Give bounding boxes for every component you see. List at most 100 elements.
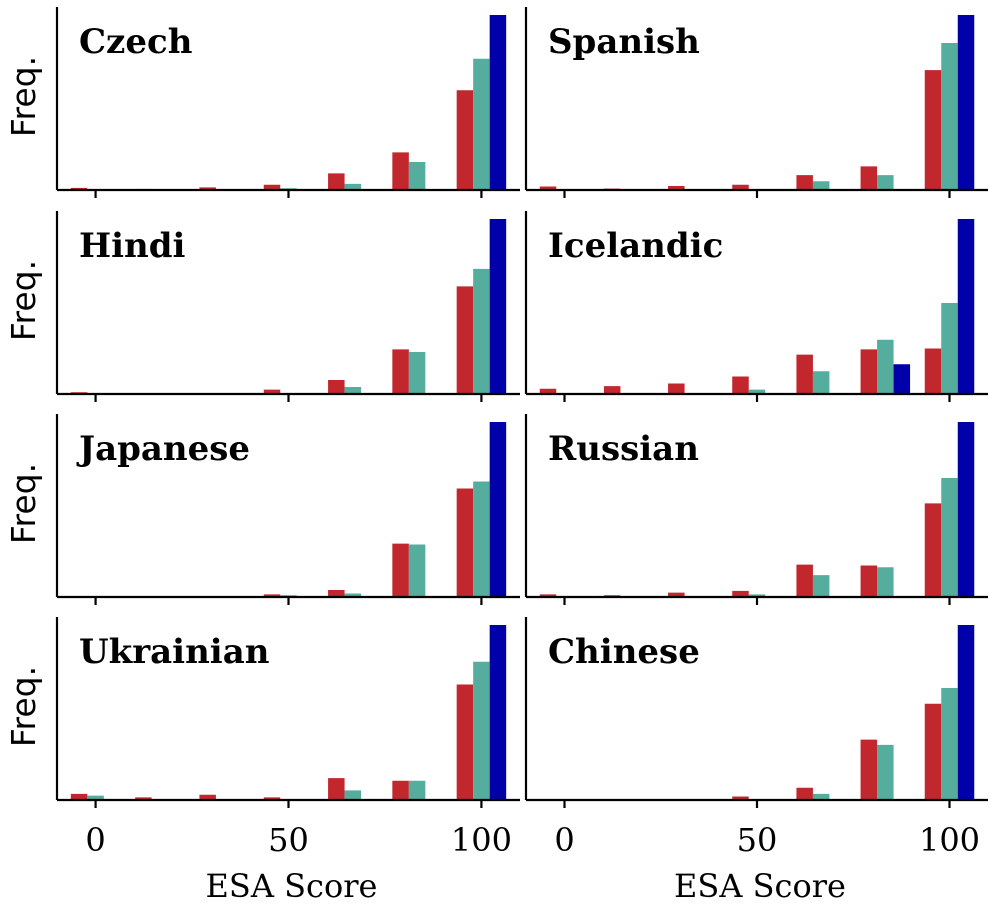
bar-series-2-bin-5 bbox=[812, 181, 830, 190]
panel-title: Japanese bbox=[76, 429, 250, 469]
bar-series-2-bin-5 bbox=[344, 183, 362, 191]
panel-japanese: Japanese Freq. bbox=[4, 414, 520, 605]
bar-series-1-bin-7 bbox=[456, 90, 474, 190]
bar-series-1-bin-7 bbox=[924, 348, 942, 394]
bar-series-1-bin-1 bbox=[539, 186, 557, 190]
bar-series-3-bin-7 bbox=[957, 219, 975, 394]
bar-series-3-bin-7 bbox=[489, 422, 507, 597]
bar-series-1-bin-7 bbox=[924, 70, 942, 190]
y-axis-label: Freq. bbox=[4, 463, 43, 544]
panel-czech: Czech Freq. bbox=[4, 7, 520, 198]
panel-chinese: Chinese bbox=[524, 617, 988, 808]
bar-series-2-bin-7 bbox=[473, 481, 490, 597]
bar-series-2-bin-4 bbox=[748, 389, 766, 395]
bar-series-1-bin-6 bbox=[860, 349, 878, 395]
bar-series-1-bin-4 bbox=[263, 389, 281, 395]
bar-series-1-bin-6 bbox=[860, 739, 878, 800]
x-axis-label: ESA Score bbox=[674, 867, 846, 905]
bar-series-1-bin-5 bbox=[796, 175, 813, 191]
x-tick-label: 0 bbox=[554, 821, 574, 859]
bar-series-3-bin-7 bbox=[957, 422, 975, 597]
x-tick-label: 50 bbox=[268, 821, 309, 859]
bar-series-1-bin-3 bbox=[668, 592, 685, 598]
bar-series-1-bin-4 bbox=[263, 594, 281, 598]
bar-series-1-bin-3 bbox=[668, 185, 685, 190]
bar-series-3-bin-7 bbox=[489, 625, 507, 800]
bar-series-2-bin-7 bbox=[473, 661, 490, 800]
bar-series-2-bin-5 bbox=[812, 793, 830, 801]
bar-series-1-bin-6 bbox=[860, 565, 878, 597]
panel-title: Hindi bbox=[79, 226, 186, 266]
bar-series-2-bin-7 bbox=[941, 688, 958, 800]
x-tick-label: 0 bbox=[85, 821, 105, 859]
bar-series-2-bin-5 bbox=[812, 575, 830, 598]
bar-series-1-bin-4 bbox=[263, 797, 281, 801]
bar-series-1-bin-7 bbox=[924, 503, 942, 598]
y-axis-label: Freq. bbox=[4, 666, 43, 747]
bar-series-3-bin-7 bbox=[489, 219, 507, 394]
bar-series-3-bin-7 bbox=[957, 625, 975, 800]
bar-series-1-bin-5 bbox=[328, 778, 345, 801]
bar-series-2-bin-7 bbox=[941, 303, 958, 394]
bar-series-1-bin-3 bbox=[199, 794, 216, 800]
bar-series-2-bin-5 bbox=[344, 387, 362, 394]
bar-series-1-bin-2 bbox=[135, 797, 152, 801]
bar-series-1-bin-2 bbox=[603, 386, 621, 395]
panel-title: Spanish bbox=[548, 22, 700, 62]
bar-series-1-bin-5 bbox=[796, 354, 813, 395]
bar-series-2-bin-6 bbox=[408, 352, 426, 394]
x-tick-label: 100 bbox=[451, 821, 512, 859]
bar-series-2-bin-6 bbox=[877, 744, 894, 801]
panel-icelandic: Icelandic bbox=[524, 211, 988, 402]
y-axis-label: Freq. bbox=[4, 260, 43, 341]
panel-title: Icelandic bbox=[548, 226, 723, 266]
bar-series-1-bin-4 bbox=[732, 590, 749, 598]
bar-series-2-bin-5 bbox=[344, 593, 362, 597]
bar-series-1-bin-3 bbox=[668, 383, 685, 394]
bar-series-2-bin-6 bbox=[877, 175, 894, 191]
panel-russian: Russian bbox=[524, 414, 988, 605]
bar-series-2-bin-5 bbox=[344, 790, 362, 801]
bar-series-1-bin-4 bbox=[263, 184, 281, 190]
bar-series-1-bin-6 bbox=[392, 152, 409, 191]
bar-series-2-bin-7 bbox=[473, 268, 490, 395]
bar-series-3-bin-7 bbox=[957, 15, 975, 190]
panel-title: Russian bbox=[548, 429, 699, 469]
panel-spanish: Spanish bbox=[524, 7, 988, 198]
bar-series-3-bin-6 bbox=[893, 364, 911, 394]
bar-series-2-bin-5 bbox=[812, 371, 830, 394]
bar-series-1-bin-1 bbox=[539, 594, 557, 598]
bar-series-1-bin-5 bbox=[796, 564, 813, 598]
bar-series-1-bin-6 bbox=[392, 349, 409, 395]
x-axis-label: ESA Score bbox=[206, 867, 378, 905]
bar-series-2-bin-6 bbox=[877, 339, 894, 394]
bar-series-1-bin-4 bbox=[732, 184, 749, 190]
bar-series-2-bin-7 bbox=[473, 58, 490, 190]
bar-series-1-bin-3 bbox=[199, 187, 216, 191]
y-axis-label: Freq. bbox=[4, 56, 43, 137]
bar-series-3-bin-7 bbox=[489, 15, 507, 190]
bar-series-1-bin-5 bbox=[328, 590, 345, 597]
bar-series-2-bin-4 bbox=[748, 594, 766, 598]
bar-series-1-bin-5 bbox=[328, 173, 345, 191]
bar-series-1-bin-4 bbox=[732, 376, 749, 394]
panel-title: Czech bbox=[79, 22, 192, 62]
bar-series-1-bin-5 bbox=[796, 787, 813, 800]
bar-series-1-bin-6 bbox=[860, 166, 878, 191]
bar-series-2-bin-6 bbox=[877, 567, 894, 597]
bar-series-1-bin-4 bbox=[732, 796, 749, 800]
panel-ukrainian: Ukrainian Freq. bbox=[4, 617, 520, 808]
x-tick-label: 50 bbox=[737, 821, 778, 859]
bar-series-1-bin-1 bbox=[70, 793, 88, 801]
bar-series-1-bin-7 bbox=[456, 286, 474, 395]
bar-series-2-bin-6 bbox=[408, 162, 426, 190]
bar-series-1-bin-7 bbox=[456, 684, 474, 800]
bar-series-1-bin-6 bbox=[392, 543, 409, 598]
bar-series-2-bin-1 bbox=[87, 795, 104, 801]
bar-series-2-bin-6 bbox=[408, 544, 426, 597]
bar-series-2-bin-7 bbox=[941, 43, 958, 190]
panel-hindi: Hindi Freq. bbox=[4, 211, 520, 402]
bar-series-1-bin-7 bbox=[456, 488, 474, 597]
panel-title: Chinese bbox=[548, 632, 700, 672]
